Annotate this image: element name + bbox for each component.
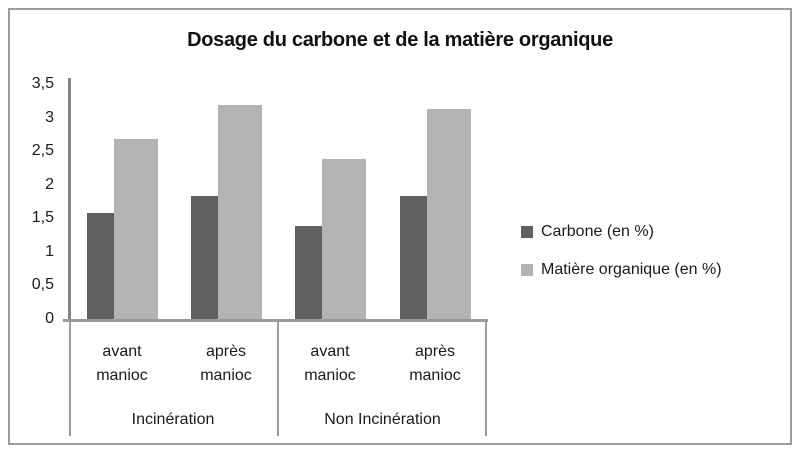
- chart-border: [8, 8, 792, 445]
- category-label: avant manioc: [304, 343, 356, 384]
- category-label: avant manioc: [96, 343, 148, 384]
- chart-title: Dosage du carbone et de la matière organ…: [187, 29, 613, 51]
- y-axis-tick-label: 1: [45, 243, 54, 260]
- y-axis-tick-label: 3,5: [31, 75, 54, 92]
- bar-carbone: [295, 226, 322, 320]
- legend-swatch-carbone: [521, 226, 533, 238]
- category-axis-divider: [277, 319, 279, 436]
- group-label: Non Incinération: [324, 411, 441, 428]
- y-axis-tick-label: 0,5: [31, 276, 54, 293]
- y-axis-tick-label: 1,5: [31, 209, 54, 226]
- bar-matiere-organique: [427, 109, 471, 320]
- legend-label-carbone: Carbone (en %): [541, 223, 654, 240]
- category-label: après manioc: [200, 343, 252, 384]
- category-axis-divider: [69, 319, 71, 436]
- y-axis-tick-label: 3: [45, 109, 54, 126]
- legend: Carbone (en %) Matière organique (en %): [521, 223, 722, 299]
- group-label: Incinération: [131, 411, 215, 428]
- category-axis-divider: [485, 319, 487, 436]
- bar-carbone: [87, 213, 114, 320]
- category-label: après manioc: [409, 343, 461, 384]
- legend-label-matiere-organique: Matière organique (en %): [541, 261, 722, 278]
- bar-carbone: [191, 196, 218, 320]
- y-axis-line: [68, 78, 71, 322]
- x-axis-line: [63, 319, 488, 322]
- y-axis-tick-label: 2,5: [31, 142, 54, 159]
- y-axis-tick-label: 2: [45, 176, 54, 193]
- legend-item-carbone: Carbone (en %): [521, 223, 722, 241]
- y-axis-tick-label: 0: [45, 310, 54, 327]
- bar-matiere-organique: [218, 105, 262, 320]
- legend-item-matiere-organique: Matière organique (en %): [521, 261, 722, 279]
- bar-matiere-organique: [114, 139, 158, 320]
- legend-swatch-matiere-organique: [521, 264, 533, 276]
- bar-carbone: [400, 196, 427, 320]
- bar-matiere-organique: [322, 159, 366, 320]
